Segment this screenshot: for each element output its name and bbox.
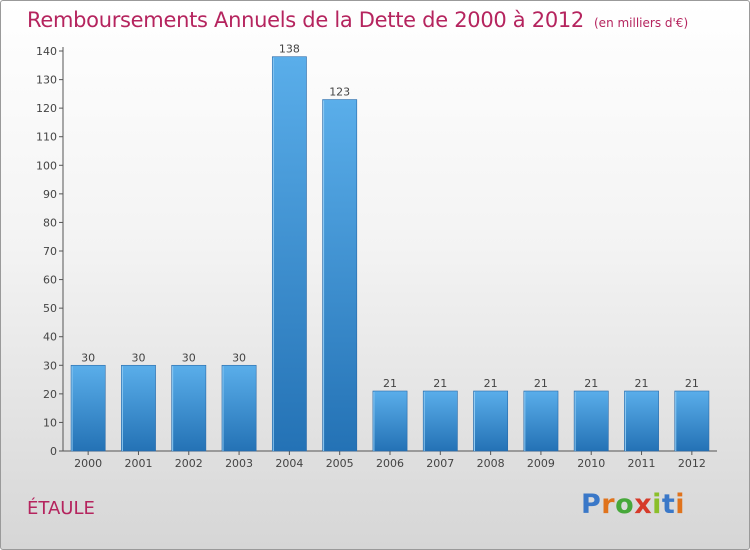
bar-value-label: 30 bbox=[131, 351, 145, 364]
y-tick-label: 20 bbox=[43, 388, 57, 401]
y-tick-label: 140 bbox=[36, 45, 57, 58]
x-tick-label: 2001 bbox=[124, 457, 152, 470]
y-tick-label: 110 bbox=[36, 131, 57, 144]
bar-value-label: 30 bbox=[232, 351, 246, 364]
bar bbox=[624, 390, 659, 452]
logo-letter: i bbox=[652, 489, 662, 520]
logo-letter: t bbox=[661, 489, 676, 520]
x-tick-label: 2011 bbox=[628, 457, 656, 470]
x-tick-label: 2009 bbox=[527, 457, 555, 470]
logo-letter: r bbox=[601, 489, 616, 520]
y-tick-label: 0 bbox=[50, 445, 57, 458]
bar-value-label: 30 bbox=[81, 351, 95, 364]
bar bbox=[523, 390, 559, 452]
x-tick-label: 2005 bbox=[326, 457, 354, 470]
bar bbox=[171, 364, 207, 452]
bar-value-label: 30 bbox=[182, 351, 196, 364]
bar bbox=[573, 390, 609, 452]
bar bbox=[271, 56, 307, 452]
logo-letter: P bbox=[581, 489, 602, 520]
city-name: ÉTAULE bbox=[27, 498, 95, 519]
y-tick-label: 70 bbox=[43, 245, 57, 258]
y-tick-label: 120 bbox=[36, 102, 57, 115]
bar-value-label: 21 bbox=[383, 377, 397, 390]
bar bbox=[322, 99, 358, 452]
chart-axes: 0 10 20 30 40 50 60 70 80 90 100 110 120 130 140 2000 20… bbox=[36, 45, 717, 470]
chart-unit-note: (en milliers d'€) bbox=[594, 16, 689, 30]
y-tick-label: 10 bbox=[43, 416, 57, 429]
y-tick-label: 40 bbox=[43, 331, 57, 344]
x-tick-label: 2002 bbox=[175, 457, 203, 470]
chart-title-main: Remboursements Annuels de la Dette de 20… bbox=[27, 8, 584, 32]
bar-value-label: 123 bbox=[329, 86, 350, 99]
bar bbox=[70, 364, 106, 452]
y-tick-label: 100 bbox=[36, 159, 57, 172]
x-tick-label: 2003 bbox=[225, 457, 253, 470]
y-tick-label: 130 bbox=[36, 74, 57, 87]
bar bbox=[473, 390, 509, 452]
bar-value-label: 21 bbox=[433, 377, 447, 390]
bar-value-label: 138 bbox=[279, 43, 300, 56]
x-tick-label: 2007 bbox=[426, 457, 454, 470]
y-tick-label: 90 bbox=[43, 188, 57, 201]
logo-letter: o bbox=[615, 489, 635, 520]
bar-value-label: 21 bbox=[685, 377, 699, 390]
y-tick-label: 30 bbox=[43, 359, 57, 372]
x-tick-label: 2000 bbox=[74, 457, 102, 470]
bar bbox=[372, 390, 408, 452]
x-tick-label: 2012 bbox=[678, 457, 706, 470]
y-tick-label: 50 bbox=[43, 302, 57, 315]
logo-letter: i bbox=[675, 489, 686, 520]
chart-bars: 30 30 30 30 138 123 21 21 21 21 21 21 21 bbox=[70, 43, 710, 452]
proxiti-logo: Proxiti bbox=[581, 489, 685, 520]
y-tick-label: 80 bbox=[43, 216, 57, 229]
chart-title: Remboursements Annuels de la Dette de 20… bbox=[27, 8, 688, 32]
bar bbox=[121, 364, 156, 452]
y-tick-label: 60 bbox=[43, 274, 57, 287]
bar bbox=[221, 364, 257, 452]
bar-value-label: 21 bbox=[635, 377, 649, 390]
x-tick-label: 2010 bbox=[577, 457, 605, 470]
logo-letter: x bbox=[634, 489, 653, 520]
bar-value-label: 21 bbox=[584, 377, 598, 390]
x-tick-label: 2004 bbox=[275, 457, 303, 470]
bar bbox=[674, 390, 710, 452]
x-tick-label: 2008 bbox=[477, 457, 505, 470]
x-tick-label: 2006 bbox=[376, 457, 404, 470]
bar-value-label: 21 bbox=[484, 377, 498, 390]
bar-value-label: 21 bbox=[534, 377, 548, 390]
bar bbox=[422, 390, 458, 452]
